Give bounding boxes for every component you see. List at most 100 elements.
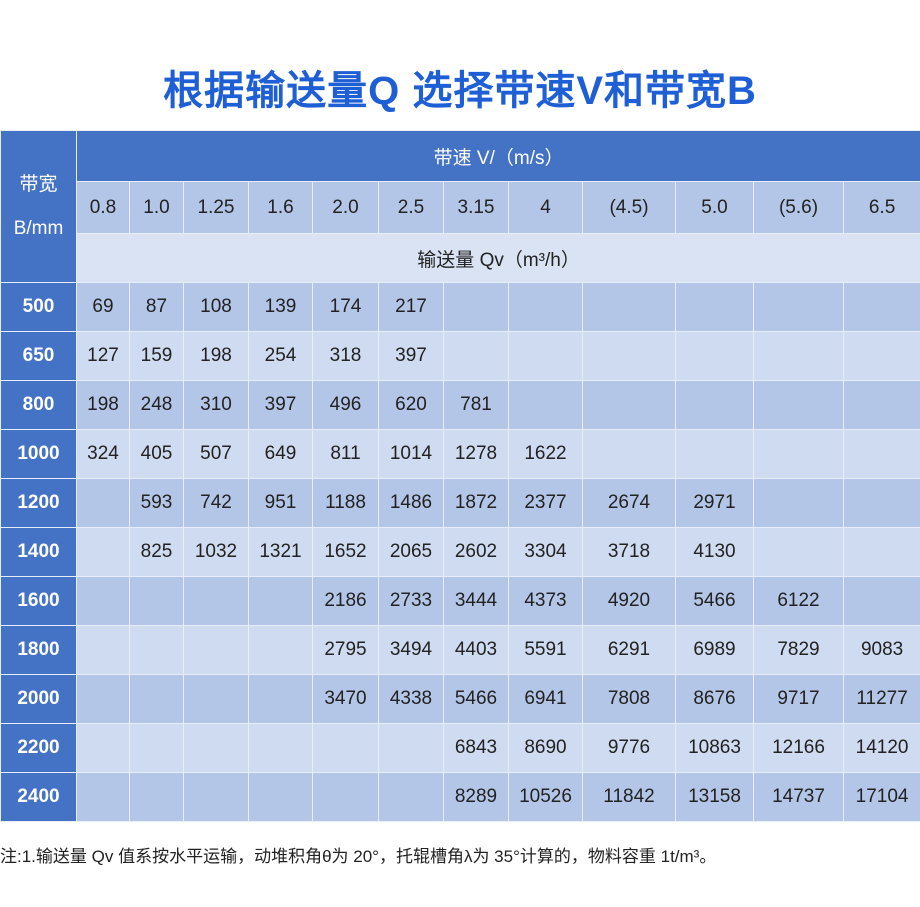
flow-cell: 14120: [842, 723, 920, 773]
speed-cell: 1.0: [129, 181, 184, 234]
flow-cell: 4373: [508, 576, 583, 626]
flow-cell: [582, 380, 676, 430]
flow-cell: 217: [378, 282, 444, 332]
belt-width-label: 带宽: [19, 173, 58, 195]
flow-cell: 159: [129, 331, 184, 381]
footnote: 注:1.输送量 Qv 值系按水平运输，动堆积角θ为 20°，托辊槽角λ为 35°…: [0, 847, 717, 866]
flow-cell: 3444: [443, 576, 509, 626]
flow-cell: 9717: [753, 674, 844, 724]
speed-cell: 2.0: [312, 181, 379, 234]
flow-cell: 139: [248, 282, 313, 332]
speed-cell: 5.0: [675, 181, 754, 234]
flow-cell: 2674: [582, 478, 676, 528]
table-row: 1600 2186 2733 3444 4373 4920 5466 6122: [0, 576, 920, 626]
flow-cell: [76, 674, 130, 724]
flow-cell: 2602: [443, 527, 509, 577]
flow-cell: [248, 674, 313, 724]
flow-cell: 6989: [675, 625, 754, 675]
flow-cell: 10526: [508, 772, 583, 822]
flow-cell: [675, 282, 754, 332]
flow-cell: 248: [129, 380, 184, 430]
belt-width-cell: 2400: [0, 772, 77, 822]
flow-cell: [842, 282, 920, 332]
table-row: 2000 3470 4338 5466 6941 7808 8676 9717 11277: [0, 674, 920, 724]
flow-cell: 318: [312, 331, 379, 381]
flow-cell: [842, 576, 920, 626]
flow-cell: [183, 723, 249, 773]
flow-cell: 4920: [582, 576, 676, 626]
flow-cell: [582, 331, 676, 381]
flow-cell: [248, 625, 313, 675]
flow-cell: [753, 380, 844, 430]
table-row: 800 198 248 310 397 496 620 781: [0, 380, 920, 430]
flow-cell: 7808: [582, 674, 676, 724]
flow-cell: [76, 723, 130, 773]
speed-cell: 1.6: [248, 181, 313, 234]
flow-cell: [842, 478, 920, 528]
flow-cell: 12166: [753, 723, 844, 773]
flow-cell: 5466: [443, 674, 509, 724]
flow-cell: 4338: [378, 674, 444, 724]
flow-cell: 10863: [675, 723, 754, 773]
flow-cell: [248, 772, 313, 822]
flow-cell: 781: [443, 380, 509, 430]
table-row: 2400 8289 10526 11842 13158 14737 17104: [0, 772, 920, 822]
flow-cell: 1622: [508, 429, 583, 479]
flow-cell: 405: [129, 429, 184, 479]
flow-cell: 1188: [312, 478, 379, 528]
flow-cell: 1278: [443, 429, 509, 479]
flow-cell: 593: [129, 478, 184, 528]
table-row: 650 127 159 198 254 318 397: [0, 331, 920, 381]
flow-cell: 198: [183, 331, 249, 381]
speed-cell: 1.25: [183, 181, 249, 234]
flow-cell: [76, 527, 130, 577]
flow-cell: [248, 576, 313, 626]
flow-cell: 198: [76, 380, 130, 430]
flow-cell: 742: [183, 478, 249, 528]
flow-cell: [378, 772, 444, 822]
table-row: 1800 2795 3494 4403 5591 6291 6989 7829 9083: [0, 625, 920, 675]
table-row: 1200 593 742 951 1188 1486 1872 2377 2674 2971: [0, 478, 920, 528]
belt-width-cell: 1000: [0, 429, 77, 479]
flow-cell: [76, 478, 130, 528]
flow-cell: [675, 380, 754, 430]
flow-cell: 951: [248, 478, 313, 528]
flow-cell: 127: [76, 331, 130, 381]
flow-cell: 4403: [443, 625, 509, 675]
flow-cell: [183, 625, 249, 675]
flow-cell: [76, 772, 130, 822]
flow-cell: 17104: [842, 772, 920, 822]
flow-cell: [312, 772, 379, 822]
flow-cell: [842, 380, 920, 430]
flow-cell: 397: [248, 380, 313, 430]
flow-cell: 5591: [508, 625, 583, 675]
flow-cell: 14737: [753, 772, 844, 822]
flow-cell: 496: [312, 380, 379, 430]
belt-width-unit: B/mm: [13, 217, 64, 239]
flow-cell: 8690: [508, 723, 583, 773]
speed-cell: 4: [508, 181, 583, 234]
flow-cell: 1014: [378, 429, 444, 479]
flow-cell: 2377: [508, 478, 583, 528]
flow-cell: [183, 576, 249, 626]
flow-cell: [129, 625, 184, 675]
flow-cell: 174: [312, 282, 379, 332]
flow-cell: [76, 576, 130, 626]
flow-cell: 6122: [753, 576, 844, 626]
flow-cell: [129, 674, 184, 724]
flow-cell: 7829: [753, 625, 844, 675]
belt-width-cell: 1200: [0, 478, 77, 528]
flow-cell: 3494: [378, 625, 444, 675]
conveyor-selection-table: 带宽 B/mm 带速 V/（m/s） 0.8 1.0 1.25 1.6 2.0 2.5 3.…: [0, 130, 920, 822]
flow-cell: [129, 576, 184, 626]
flow-cell: [753, 282, 844, 332]
flow-cell: [76, 625, 130, 675]
flow-cell: 1032: [183, 527, 249, 577]
flow-cell: 6843: [443, 723, 509, 773]
flow-cell: [443, 282, 509, 332]
flow-cell: [312, 723, 379, 773]
flow-cell: 11277: [842, 674, 920, 724]
flow-cell: 13158: [675, 772, 754, 822]
flow-cell: 69: [76, 282, 130, 332]
flow-cell: [508, 380, 583, 430]
